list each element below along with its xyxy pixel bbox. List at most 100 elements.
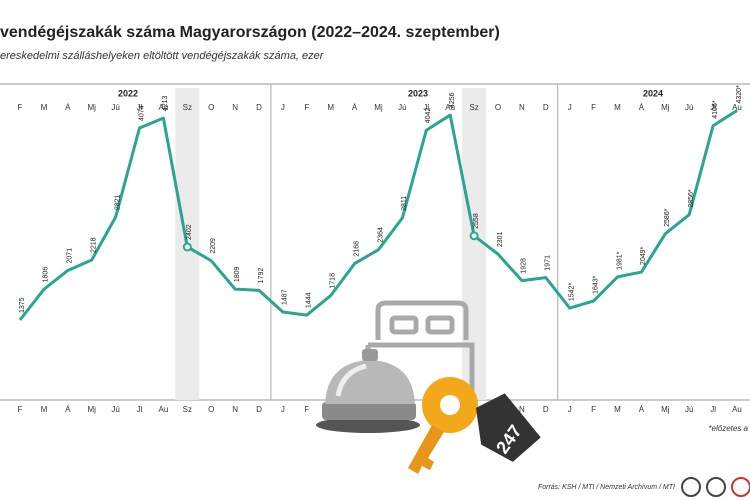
value-label: 4106*	[712, 100, 719, 119]
x-tick-label: Mj	[661, 405, 670, 414]
x-tick-label: M	[327, 103, 334, 112]
value-label: 2209	[210, 238, 217, 254]
point-marker	[182, 242, 192, 252]
x-tick-label: Jl	[137, 103, 143, 112]
x-tick-label: J	[281, 103, 285, 112]
value-label: 2586*	[664, 208, 671, 227]
value-label: 1487	[282, 289, 289, 305]
value-label: 2049*	[640, 246, 647, 265]
x-tick-label: D	[256, 103, 262, 112]
x-tick-label: M	[41, 103, 48, 112]
x-tick-label: Jú	[111, 103, 119, 112]
key-icon	[408, 377, 478, 474]
value-label: 1444	[306, 292, 313, 308]
value-label: 2402	[186, 224, 193, 240]
x-tick-label: O	[495, 103, 501, 112]
x-tick-label: O	[208, 405, 214, 414]
x-tick-label: M	[614, 103, 621, 112]
value-label: 1981*	[616, 251, 623, 270]
value-label: 1806	[43, 267, 50, 283]
value-label: 4320*	[736, 85, 743, 104]
x-tick-label: Au	[732, 405, 742, 414]
logos	[681, 477, 750, 497]
x-tick-label: Sz	[183, 405, 192, 414]
x-tick-label: F	[18, 103, 23, 112]
tag-icon: 247	[475, 393, 541, 462]
value-label: 1542*	[569, 283, 576, 302]
x-tick-label: Á	[65, 405, 71, 414]
x-tick-label: Jl	[137, 405, 143, 414]
x-tick-label: Mj	[87, 103, 96, 112]
year-label: 2024	[643, 88, 663, 98]
value-label: 2821	[114, 194, 121, 210]
value-label: 1643*	[592, 275, 599, 294]
x-tick-label: D	[543, 103, 549, 112]
year-label: 2023	[408, 88, 428, 98]
x-tick-label: F	[304, 405, 309, 414]
x-tick-label: D	[543, 405, 549, 414]
value-label: 2856*	[688, 189, 695, 208]
value-label: 1928	[521, 258, 528, 274]
value-label: 2301	[497, 231, 504, 247]
x-tick-label: O	[208, 103, 214, 112]
x-tick-label: Jú	[398, 103, 406, 112]
value-label: 1971	[545, 255, 552, 271]
x-tick-label: N	[232, 405, 238, 414]
x-tick-label: J	[568, 405, 572, 414]
bell-icon	[316, 349, 420, 433]
x-tick-label: Á	[639, 103, 645, 112]
x-tick-label: Á	[65, 103, 71, 112]
x-tick-label: J	[281, 405, 285, 414]
x-tick-label: Mj	[374, 103, 383, 112]
x-tick-label: F	[591, 103, 596, 112]
x-tick-label: F	[304, 103, 309, 112]
x-tick-label: Á	[639, 405, 645, 414]
x-tick-label: Jú	[685, 405, 693, 414]
footnote: *előzetes a	[708, 424, 748, 433]
x-tick-label: Au	[445, 103, 455, 112]
x-tick-label: F	[18, 405, 23, 414]
x-tick-label: Mj	[661, 103, 670, 112]
value-label: 2558	[473, 213, 480, 229]
point-marker	[469, 231, 479, 241]
x-tick-label: N	[232, 103, 238, 112]
value-label: 2811	[401, 196, 408, 211]
value-label: 2218	[91, 237, 98, 253]
value-label: 4213	[162, 95, 169, 111]
x-tick-label: Á	[352, 103, 358, 112]
x-tick-label: Jú	[111, 405, 119, 414]
chart-title: vendégéjszakák száma Magyarországon (202…	[0, 24, 500, 41]
value-label: 2168	[353, 241, 360, 257]
value-label: 1375	[19, 297, 26, 313]
value-label: 4074	[138, 105, 145, 121]
chart-subtitle: ereskedelmi szálláshelyeken eltöltött ve…	[0, 50, 325, 62]
x-tick-label: F	[591, 405, 596, 414]
x-tick-label: Au	[732, 103, 742, 112]
x-tick-label: D	[256, 405, 262, 414]
x-tick-label: J	[568, 103, 572, 112]
x-tick-label: Mj	[87, 405, 96, 414]
x-tick-label: Jl	[710, 103, 716, 112]
x-tick-label: N	[519, 103, 525, 112]
value-label: 2364	[377, 227, 384, 243]
value-label: 1792	[258, 268, 265, 284]
x-tick-label: Sz	[469, 103, 478, 112]
x-tick-label: Sz	[183, 103, 192, 112]
x-tick-label: M	[614, 405, 621, 414]
value-label: 1718	[330, 273, 337, 289]
value-label: 2071	[67, 248, 74, 264]
x-tick-label: Jl	[423, 103, 429, 112]
x-tick-label: Au	[159, 103, 169, 112]
x-tick-label: N	[519, 405, 525, 414]
data-line	[18, 109, 738, 321]
x-tick-label: Au	[159, 405, 169, 414]
value-label: 4256	[449, 92, 456, 108]
x-tick-label: Jú	[685, 103, 693, 112]
x-tick-label: M	[41, 405, 48, 414]
value-label: 4042	[425, 108, 432, 124]
source: Forrás: KSH / MTI / Nemzeti Archívum / M…	[538, 484, 675, 491]
value-label: 1809	[234, 266, 241, 282]
year-label: 2022	[118, 88, 138, 98]
x-tick-label: Jl	[710, 405, 716, 414]
